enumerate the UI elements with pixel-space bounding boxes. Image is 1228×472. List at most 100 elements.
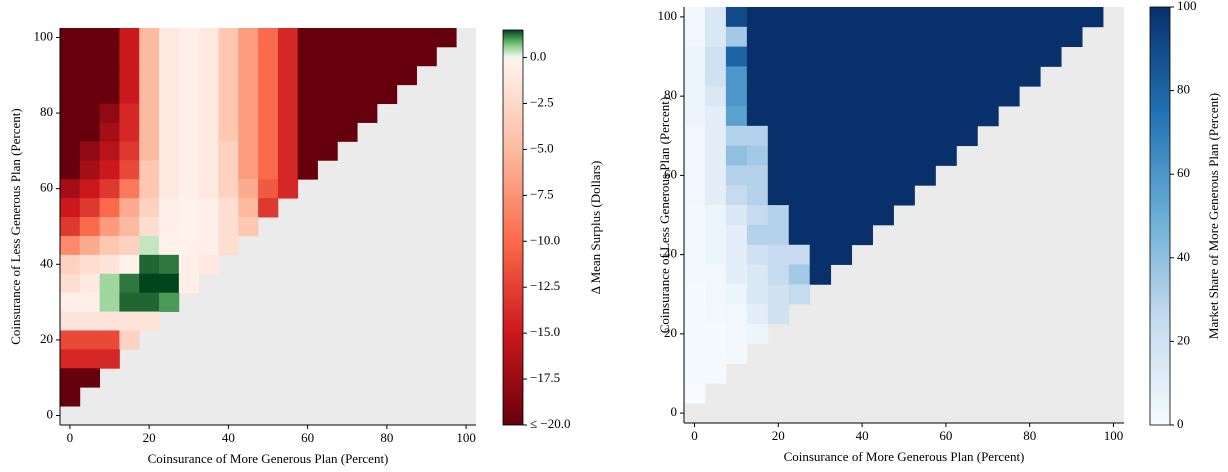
heat-cell	[436, 28, 457, 48]
heat-cell	[851, 66, 873, 87]
heat-cell	[238, 103, 259, 123]
heat-cell	[704, 145, 727, 166]
heat-cell	[79, 160, 101, 180]
heat-cell	[139, 292, 160, 312]
heat-cell	[851, 185, 873, 206]
colorbar-tick-label: 60	[1177, 165, 1190, 180]
heat-cell	[139, 198, 160, 218]
heat-cell	[198, 46, 219, 67]
heat-cell	[725, 106, 748, 127]
heat-cell	[914, 86, 936, 107]
heat-cell	[99, 292, 120, 312]
heat-cell	[914, 46, 936, 67]
heat-cell	[956, 26, 978, 48]
heat-cell	[337, 28, 358, 48]
colorbar	[502, 29, 524, 426]
heat-cell	[297, 160, 318, 180]
heat-cell	[277, 84, 299, 105]
heat-cell	[60, 122, 81, 142]
heat-cell	[872, 46, 894, 67]
heat-cell	[746, 106, 769, 127]
heat-cell	[767, 284, 790, 305]
heat-cell	[746, 26, 769, 48]
heat-cell	[767, 46, 790, 67]
heat-cell	[79, 65, 101, 86]
heat-cell	[704, 125, 727, 147]
heat-cell	[139, 65, 160, 86]
heat-cell	[99, 273, 120, 294]
colorbar-tick-label: 0.0	[530, 49, 546, 64]
heat-cell	[788, 224, 811, 246]
heat-cell	[872, 26, 894, 48]
heat-cell	[704, 244, 727, 265]
heat-cell	[956, 46, 978, 67]
y-tick-label: 60	[664, 166, 677, 181]
heat-cell	[746, 165, 769, 186]
y-tick-label: 20	[40, 331, 53, 346]
heat-cell	[139, 103, 160, 123]
heat-cell	[337, 122, 358, 142]
heat-cell	[79, 217, 101, 237]
y-tick-label: 20	[664, 325, 677, 340]
y-tick-label: 40	[40, 255, 53, 270]
heat-cell	[119, 254, 140, 275]
heat-cell	[79, 28, 101, 48]
heat-cell	[139, 141, 160, 161]
heat-cell	[746, 145, 769, 166]
heat-cell	[935, 106, 957, 127]
heat-cell	[851, 165, 873, 186]
heat-cell	[725, 46, 748, 67]
heat-cell	[178, 122, 200, 142]
heat-cell	[178, 46, 200, 67]
heat-cell	[851, 145, 873, 166]
heat-cell	[725, 343, 748, 364]
heat-cell	[277, 28, 299, 48]
heat-cell	[809, 224, 832, 246]
heat-cell	[159, 292, 180, 312]
heat-cell	[416, 28, 437, 48]
heat-cell	[830, 66, 853, 87]
x-tick-label: 60	[301, 430, 314, 445]
heat-cell	[79, 349, 101, 369]
heat-cell	[809, 26, 832, 48]
heat-cell	[851, 125, 873, 147]
heat-cell	[788, 205, 811, 226]
heat-cell	[684, 7, 706, 28]
heat-cell	[767, 125, 790, 147]
heat-cell	[119, 84, 140, 105]
heat-cell	[684, 264, 706, 285]
heat-cell	[746, 264, 769, 285]
heat-cell	[178, 235, 200, 256]
heat-cell	[178, 84, 200, 105]
heat-cell	[851, 7, 873, 28]
heat-cell	[198, 179, 219, 199]
heat-cell	[746, 244, 769, 265]
heat-cell	[998, 7, 1020, 28]
heat-cell	[238, 65, 259, 86]
heat-cell	[704, 264, 727, 285]
heat-cell	[159, 160, 180, 180]
heat-cell	[746, 125, 769, 147]
heat-cell	[998, 86, 1020, 107]
heat-cell	[893, 106, 915, 127]
heat-cell	[119, 235, 140, 256]
heat-cell	[99, 28, 120, 48]
heat-cell	[79, 330, 101, 350]
heat-cell	[684, 205, 706, 226]
heat-cell	[79, 254, 101, 275]
heat-cell	[218, 198, 239, 218]
heat-cell	[725, 244, 748, 265]
colorbar-title: Δ Mean Surplus (Dollars)	[588, 161, 603, 295]
heat-cell	[218, 46, 239, 67]
heat-cell	[725, 86, 748, 107]
heat-cell	[725, 323, 748, 345]
heat-cell	[139, 217, 160, 237]
heat-cell	[139, 235, 160, 256]
heat-cell	[119, 330, 140, 350]
heat-cell	[119, 217, 140, 237]
heat-cell	[725, 185, 748, 206]
heat-cell	[159, 179, 180, 199]
heat-cell	[159, 46, 180, 67]
heat-cell	[977, 106, 999, 127]
